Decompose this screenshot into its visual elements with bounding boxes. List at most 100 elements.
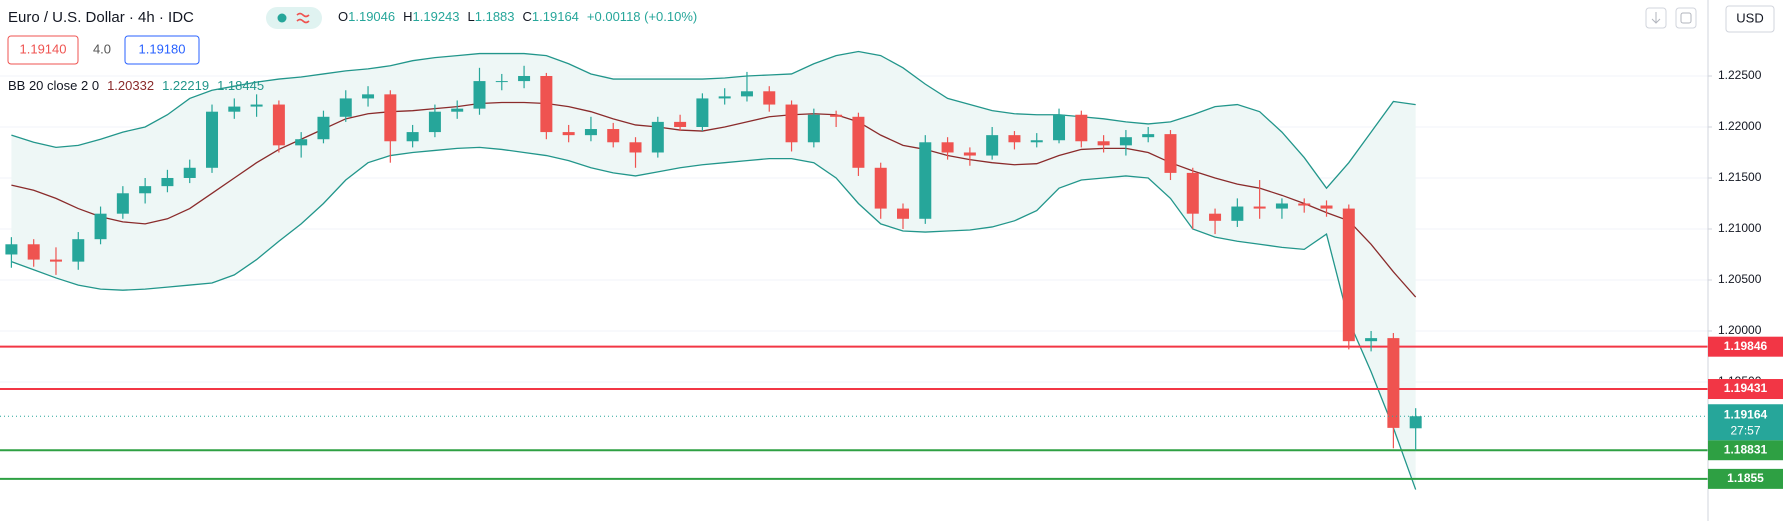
candle-body xyxy=(785,104,798,143)
indicator-name: BB 20 close 2 0 xyxy=(8,78,99,93)
candle-body xyxy=(473,81,486,109)
candle-body xyxy=(116,193,129,214)
level-label: 1.19846 xyxy=(1724,339,1768,353)
buy-price: 1.19180 xyxy=(139,41,186,56)
candle-body xyxy=(339,98,352,117)
ohlc-letter: C xyxy=(523,9,532,24)
candle-body xyxy=(428,111,441,133)
candle-body xyxy=(295,139,308,146)
candle-body xyxy=(897,208,909,219)
candle-body xyxy=(1209,213,1222,221)
indicator-value: 1.18445 xyxy=(217,78,264,93)
price-axis: 1.195001.200001.205001.210001.215001.220… xyxy=(1708,68,1783,489)
indicator-value: 1.22219 xyxy=(162,78,209,93)
ohlc-change: +0.00118 (+0.10%) xyxy=(587,9,697,24)
buy-box[interactable] xyxy=(124,35,200,65)
candle-body xyxy=(1253,206,1266,209)
candle-body xyxy=(27,244,40,260)
candle-body xyxy=(1142,134,1155,138)
candle-body xyxy=(607,129,620,143)
candle-body xyxy=(629,142,642,153)
candle-body xyxy=(540,75,553,133)
candle-body xyxy=(183,167,196,178)
countdown: 27:57 xyxy=(1730,423,1760,437)
toggle-dot xyxy=(277,13,287,23)
level-badge xyxy=(1708,440,1783,461)
band-lower xyxy=(11,146,1417,490)
level-badge xyxy=(1708,336,1783,357)
candle-body xyxy=(1097,141,1110,146)
candle-body xyxy=(1320,205,1333,209)
indicator-value: 1.20332 xyxy=(107,78,154,93)
candle-body xyxy=(1231,206,1244,221)
candle-body xyxy=(1008,135,1021,143)
candle-body xyxy=(272,104,285,146)
toggle[interactable] xyxy=(266,7,322,29)
candle-body xyxy=(651,121,664,153)
candle-body xyxy=(384,94,397,142)
level-label: 1.19431 xyxy=(1724,381,1768,395)
candle-body xyxy=(963,152,976,156)
candle-body xyxy=(874,167,887,209)
candle-body xyxy=(5,244,18,255)
candle-body xyxy=(1186,172,1199,214)
candle-body xyxy=(495,81,508,83)
scroll-button[interactable] xyxy=(1645,7,1667,29)
candle-body xyxy=(139,186,152,194)
scroll-icon xyxy=(1651,12,1661,24)
candle-body xyxy=(584,129,597,136)
toggle-icon xyxy=(296,12,310,24)
ohlc-letter: L xyxy=(468,9,475,24)
y-tick-label: 1.21500 xyxy=(1718,170,1762,184)
candle-body xyxy=(1298,203,1311,206)
candle-body xyxy=(1387,338,1400,428)
candle-body xyxy=(1075,114,1088,142)
candle-body xyxy=(919,142,932,219)
price-badge xyxy=(1708,404,1783,441)
reset-button[interactable] xyxy=(1675,7,1697,29)
candle-body xyxy=(674,121,687,127)
candle-body xyxy=(317,116,330,140)
ohlc-value: 1.1883 xyxy=(475,9,515,24)
ohlc-legend: O1.19046 H1.19243 L1.1883 C1.19164 +0.00118 … xyxy=(338,9,697,24)
candle-body xyxy=(362,94,375,99)
ohlc-value: 1.19243 xyxy=(413,9,460,24)
sell-box[interactable] xyxy=(7,35,79,65)
candle-body xyxy=(1030,140,1043,143)
candle-body xyxy=(206,111,219,168)
candle-body xyxy=(1409,416,1422,429)
currency-button[interactable] xyxy=(1725,5,1775,33)
symbol-title: Euro / U.S. Dollar · 4h · IDC xyxy=(8,9,194,26)
candle-body xyxy=(250,104,263,107)
candle-body xyxy=(696,98,709,127)
candle-body xyxy=(1275,203,1288,209)
y-tick-label: 1.21000 xyxy=(1718,221,1762,235)
level-badge xyxy=(1708,468,1783,489)
ohlc-letter: H xyxy=(403,9,412,24)
candle-body xyxy=(1342,208,1355,342)
level-badge xyxy=(1708,379,1783,400)
band-middle xyxy=(11,101,1417,298)
candle-body xyxy=(1053,114,1066,141)
indicator-legend: BB 20 close 2 0 1.20332 1.22219 1.18445 xyxy=(8,78,264,93)
candle-body xyxy=(763,91,776,105)
band-upper xyxy=(11,50,1416,190)
candle-body xyxy=(1365,338,1378,342)
reset-icon xyxy=(1680,12,1692,24)
candle-body xyxy=(72,239,85,262)
candle-body xyxy=(518,75,531,82)
price-label: 1.19164 xyxy=(1724,407,1768,421)
y-tick-label: 1.22000 xyxy=(1718,119,1762,133)
candle-body xyxy=(718,96,731,99)
header: Euro / U.S. Dollar · 4h · IDC O1.19046 H1… xyxy=(7,5,1775,93)
level-label: 1.18831 xyxy=(1724,442,1768,456)
candle-body xyxy=(852,116,865,168)
candle-body xyxy=(807,114,820,143)
y-tick-label: 1.22500 xyxy=(1718,68,1762,82)
candle-body xyxy=(941,142,954,153)
candle-body xyxy=(228,106,241,112)
candle-body xyxy=(740,91,753,97)
candle-body xyxy=(986,135,999,156)
currency: USD xyxy=(1736,10,1763,25)
